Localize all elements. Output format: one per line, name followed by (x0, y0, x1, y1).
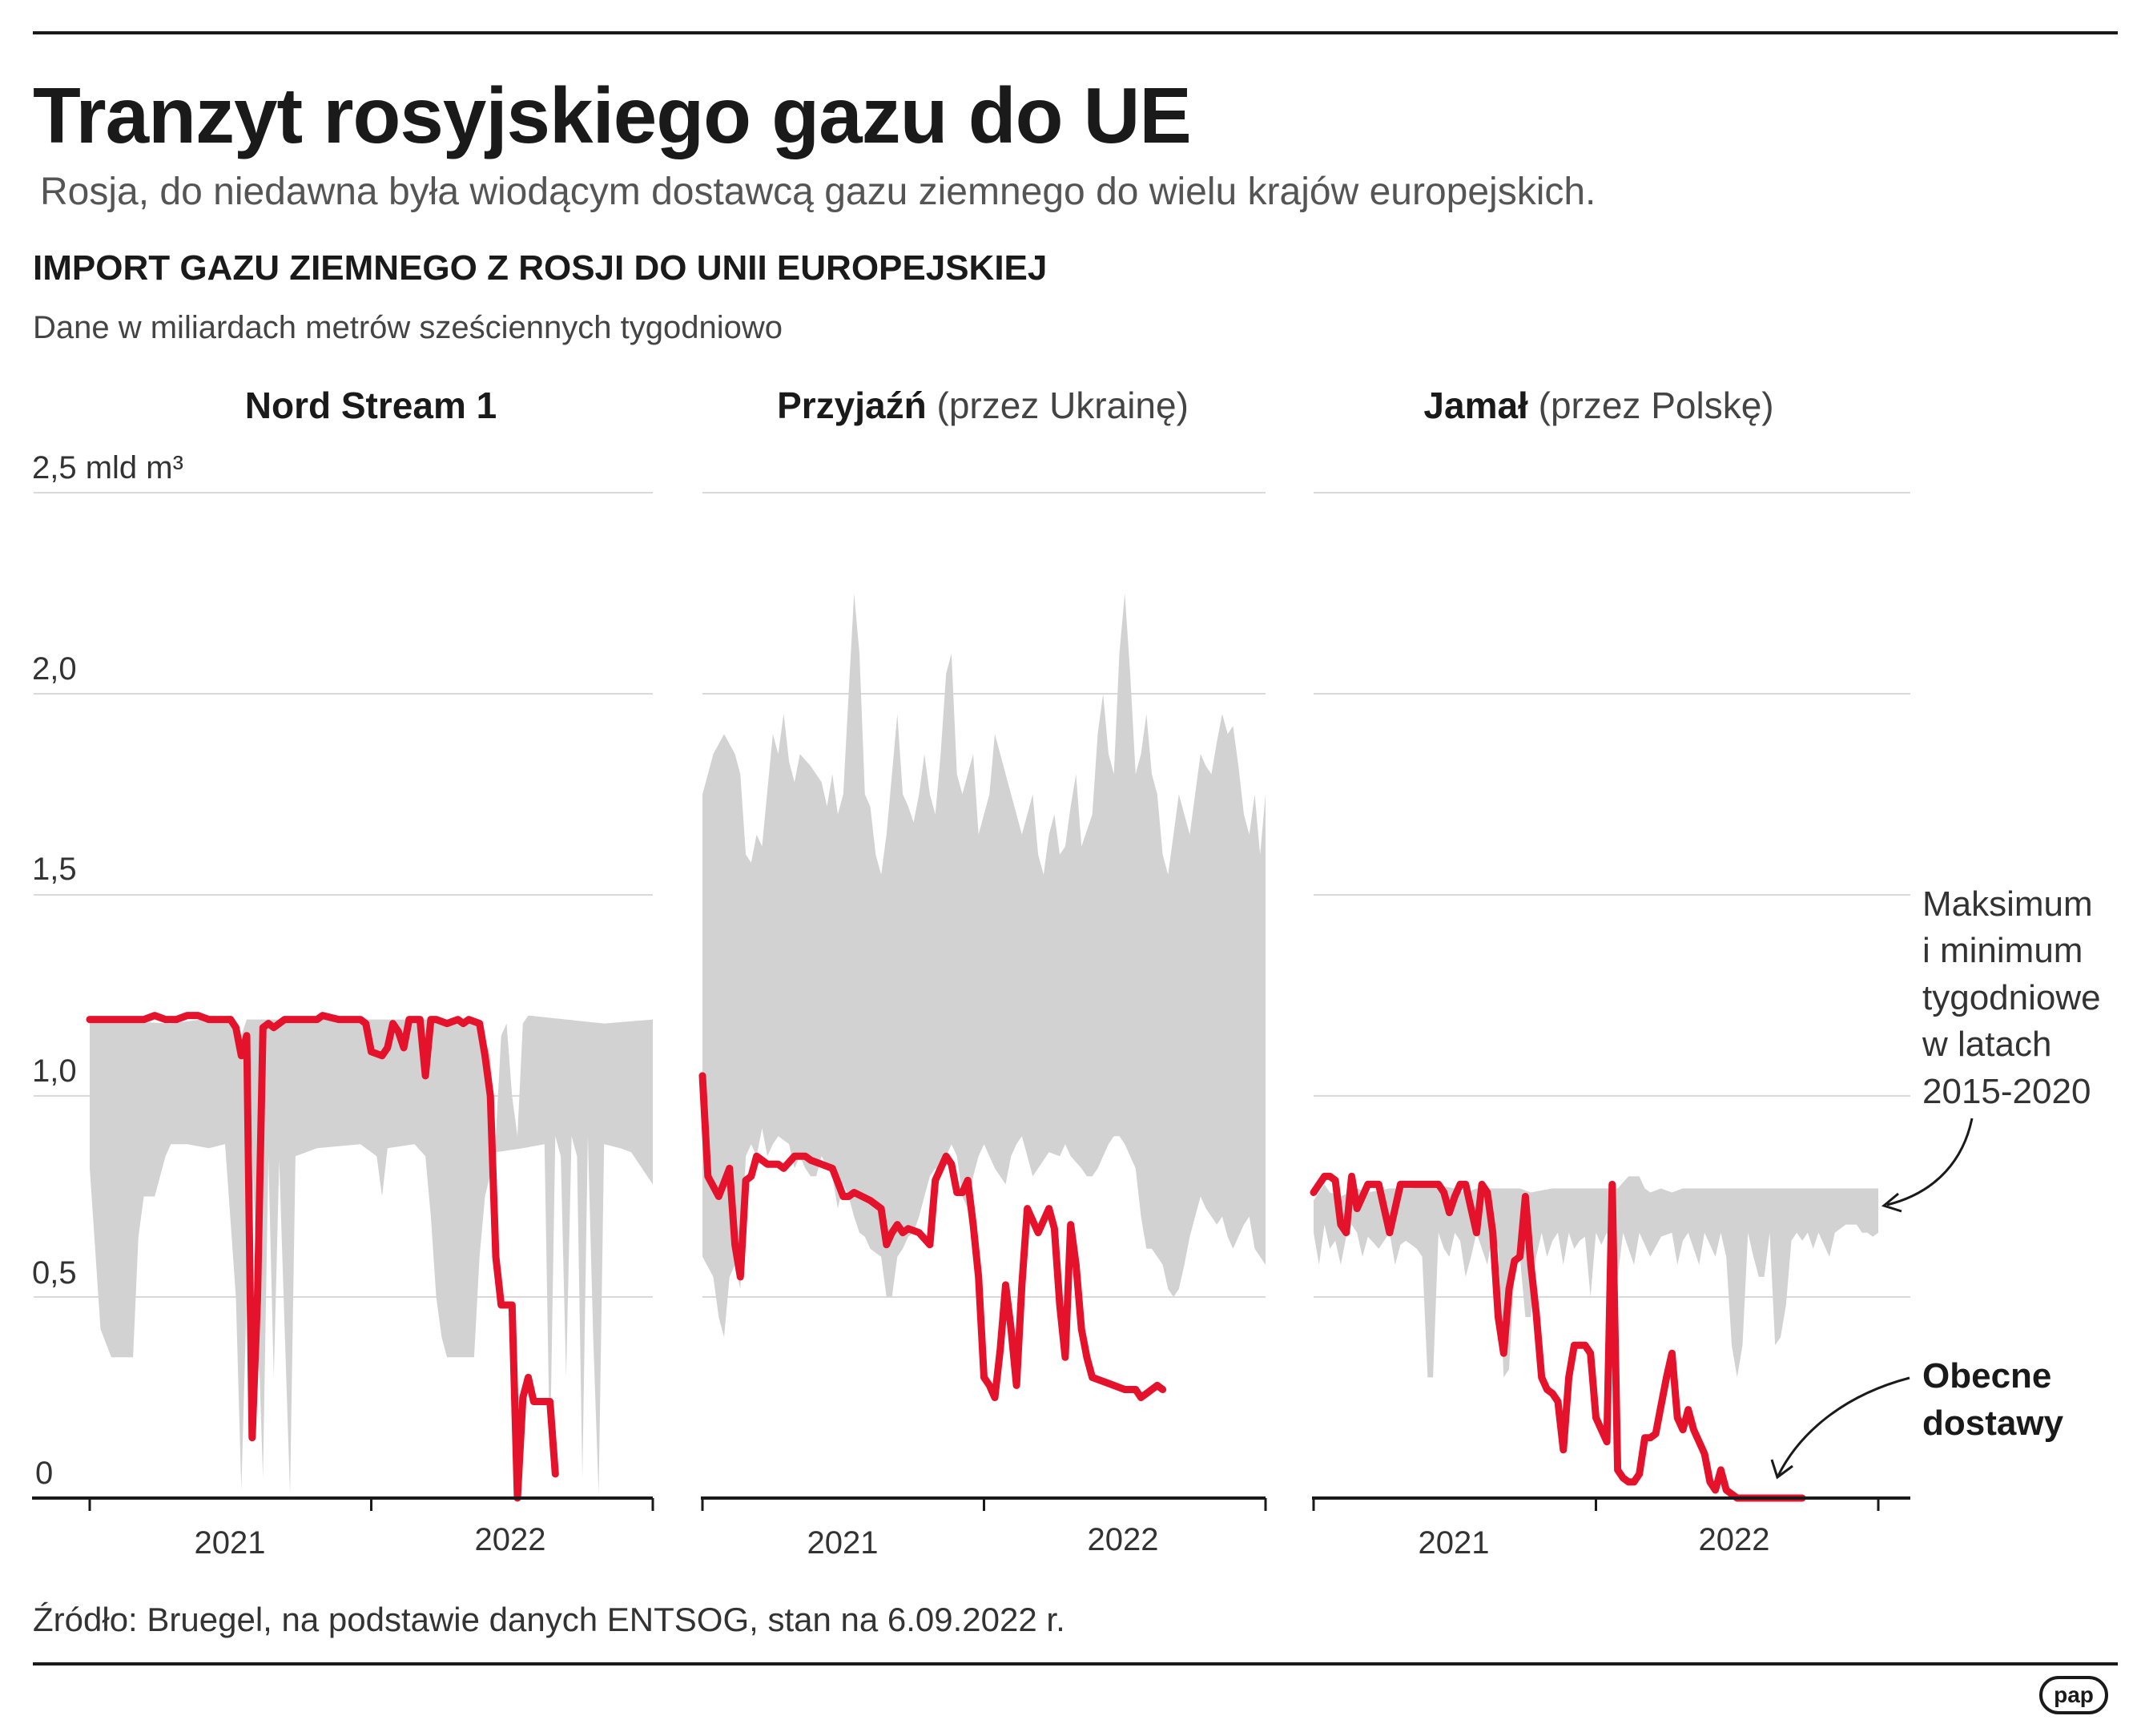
x-label-prz-2021: 2021 (807, 1525, 879, 1561)
range-note-line-1: Maksimum (1922, 884, 2093, 924)
x-label-ns-2022: 2022 (475, 1522, 546, 1557)
panel-title-nord-stream: Nord Stream 1 (245, 385, 497, 426)
range-note-arrowhead (1881, 1192, 1902, 1213)
page-title: Tranzyt rosyjskiego gazu do UE (33, 71, 1192, 159)
bottom-rule (33, 1662, 2118, 1666)
panel-title-jamal: Jamał (przez Polskę) (1423, 385, 1773, 426)
current-line-jamal (1310, 1172, 1806, 1502)
range-band-nord-stream (90, 1015, 653, 1494)
range-note-line-3: tygodniowe (1922, 978, 2101, 1017)
current-line-przyjazn (698, 1072, 1167, 1401)
x-label-ns-2021: 2021 (195, 1525, 266, 1561)
axis-layer (32, 1496, 1910, 1511)
page-subtitle: Rosja, do niedawna była wiodącym dostawc… (40, 171, 1596, 213)
current-line-nord-stream (86, 1012, 559, 1502)
line-layer (86, 1012, 1806, 1502)
arrow-layer (1770, 1118, 1974, 1480)
range-note-line-2: i minimum (1922, 931, 2083, 970)
range-band-jamal (1314, 1176, 1878, 1378)
current-note-arrow (1777, 1376, 1910, 1476)
pap-logo-text: pap (2054, 1682, 2094, 1707)
panel-title-przyjazn-normal: (przez Ukrainę) (927, 385, 1189, 426)
y-tick-2-0: 2,0 (32, 651, 77, 687)
y-tick-1-5: 1,5 (32, 852, 77, 887)
pap-logo: pap (2039, 1676, 2108, 1714)
range-band-przyjazn (702, 593, 1266, 1338)
x-label-prz-2022: 2022 (1088, 1522, 1159, 1557)
current-note-arrowhead (1770, 1459, 1793, 1480)
y-tick-0: 0 (35, 1456, 53, 1491)
label-layer: 0 0,5 1,0 1,5 2,0 2,5 mld m³ Nord Stream… (32, 385, 2101, 1561)
y-tick-1-0: 1,0 (32, 1053, 77, 1089)
chart-heading: IMPORT GAZU ZIEMNEGO Z ROSJI DO UNII EUR… (33, 248, 1048, 288)
panel-title-jamal-bold: Jamał (1423, 385, 1528, 426)
current-note-line-2: dostawy (1922, 1404, 2064, 1443)
x-label-jam-2022: 2022 (1699, 1522, 1770, 1557)
panel-title-przyjazn: Przyjaźń (przez Ukrainę) (777, 385, 1189, 426)
current-note-line-1: Obecne (1922, 1356, 2051, 1396)
y-tick-2-5-unit: 2,5 mld m³ (32, 450, 183, 485)
panel-title-przyjazn-bold: Przyjaźń (777, 385, 927, 426)
panel-title-jamal-normal: (przez Polskę) (1528, 385, 1774, 426)
range-layer (90, 593, 1878, 1494)
panel-title-nord-stream-bold: Nord Stream 1 (245, 385, 497, 426)
range-note-arrow (1886, 1118, 1974, 1206)
range-note-line-5: 2015-2020 (1922, 1072, 2091, 1111)
range-note-line-4: w latach (1922, 1025, 2051, 1064)
top-rule (33, 31, 2118, 34)
source-note: Źródło: Bruegel, na podstawie danych ENT… (33, 1601, 1065, 1638)
unit-description: Dane w miliardach metrów sześciennych ty… (33, 310, 783, 345)
x-label-jam-2021: 2021 (1419, 1525, 1490, 1561)
y-tick-0-5: 0,5 (32, 1255, 77, 1291)
